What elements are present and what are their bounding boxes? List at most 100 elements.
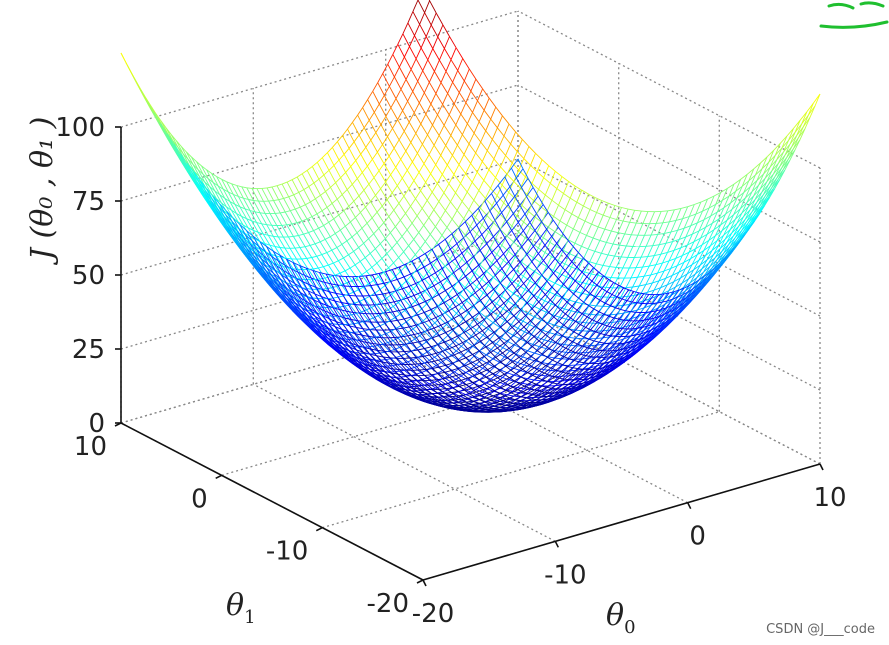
surface-segment xyxy=(197,169,204,175)
surface-segment xyxy=(417,380,425,386)
surface-segment xyxy=(224,198,231,202)
surface-segment xyxy=(316,254,322,257)
surface-segment xyxy=(764,170,773,179)
surface-segment xyxy=(276,225,284,238)
surface-segment xyxy=(176,140,182,147)
surface-segment xyxy=(435,387,443,393)
surface-segment xyxy=(201,165,209,179)
surface-segment xyxy=(763,166,771,175)
surface-segment xyxy=(304,244,311,248)
surface-segment xyxy=(358,134,367,148)
surface-segment xyxy=(461,246,469,254)
surface-segment xyxy=(390,319,398,322)
surface-segment xyxy=(454,351,462,356)
surface-segment xyxy=(294,283,302,288)
surface-segment xyxy=(330,334,338,343)
surface-segment xyxy=(419,24,427,37)
surface-segment xyxy=(687,204,695,208)
surface-segment xyxy=(311,166,320,180)
surface-segment xyxy=(321,152,328,159)
surface-segment xyxy=(522,331,530,339)
surface-segment xyxy=(575,364,583,366)
surface-segment xyxy=(420,113,427,125)
surface-segment xyxy=(547,392,555,397)
surface-segment xyxy=(708,235,716,241)
surface-segment xyxy=(415,133,423,145)
surface-segment xyxy=(461,258,469,267)
surface-segment xyxy=(349,264,356,269)
surface-segment xyxy=(334,233,343,245)
surface-segment xyxy=(648,310,657,320)
surface-segment xyxy=(349,325,357,328)
surface-segment xyxy=(596,305,603,307)
surface-segment xyxy=(450,47,457,60)
surface-segment xyxy=(563,275,571,285)
surface-segment xyxy=(486,395,494,399)
surface-segment xyxy=(418,172,426,183)
surface-segment xyxy=(518,351,527,358)
surface-segment xyxy=(339,275,347,278)
surface-segment xyxy=(349,346,357,351)
surface-segment xyxy=(460,183,468,193)
surface-segment xyxy=(438,238,446,245)
surface-segment xyxy=(373,177,381,190)
surface-segment xyxy=(621,256,628,258)
surface-segment xyxy=(290,208,296,212)
surface-segment xyxy=(386,367,394,370)
surface-segment xyxy=(487,331,495,338)
surface-segment xyxy=(339,309,347,312)
surface-segment xyxy=(414,332,422,335)
surface-segment xyxy=(419,368,427,371)
surface-segment xyxy=(392,44,399,55)
surface-segment xyxy=(585,348,593,357)
surface-segment xyxy=(646,294,655,304)
surface-segment xyxy=(170,134,177,142)
surface-segment xyxy=(498,135,505,148)
surface-segment xyxy=(486,270,494,278)
surface-segment xyxy=(402,100,408,111)
surface-segment xyxy=(395,219,401,227)
surface-segment xyxy=(259,212,268,225)
surface-segment xyxy=(558,347,567,355)
surface-segment xyxy=(517,284,526,290)
surface-segment xyxy=(283,196,289,199)
surface-segment xyxy=(465,317,473,323)
surface-segment xyxy=(560,338,568,346)
surface-segment xyxy=(435,155,442,165)
surface-segment xyxy=(364,257,373,268)
surface-segment xyxy=(455,113,462,126)
surface-segment xyxy=(283,236,291,249)
surface-segment xyxy=(430,305,438,311)
surface-segment xyxy=(350,221,358,234)
surface-segment xyxy=(483,98,490,111)
surface-segment xyxy=(427,48,434,60)
surface-segment xyxy=(211,173,219,187)
surface-segment xyxy=(665,241,673,244)
surface-segment xyxy=(527,230,536,240)
surface-segment xyxy=(437,371,445,375)
surface-segment xyxy=(460,102,467,115)
surface-segment xyxy=(581,305,590,314)
surface-segment xyxy=(420,123,428,136)
surface-segment xyxy=(625,328,633,337)
surface-segment xyxy=(360,206,366,213)
surface-segment xyxy=(393,66,400,78)
surface-segment xyxy=(464,388,472,391)
surface-segment xyxy=(279,247,287,259)
surface-segment xyxy=(286,283,294,289)
surface-segment xyxy=(467,123,475,134)
surface-segment xyxy=(222,188,231,202)
surface-segment xyxy=(445,145,453,156)
surface-segment xyxy=(609,266,617,268)
surface-segment xyxy=(701,240,710,246)
surface-segment xyxy=(207,178,214,183)
surface-segment xyxy=(526,194,534,201)
surface-segment xyxy=(458,154,465,165)
surface-segment xyxy=(438,192,445,202)
surface-segment xyxy=(647,255,655,258)
surface-segment xyxy=(329,318,337,323)
surface-segment xyxy=(408,293,416,302)
surface-segment xyxy=(596,275,604,286)
surface-segment xyxy=(615,348,624,357)
surface-segment xyxy=(569,299,577,303)
